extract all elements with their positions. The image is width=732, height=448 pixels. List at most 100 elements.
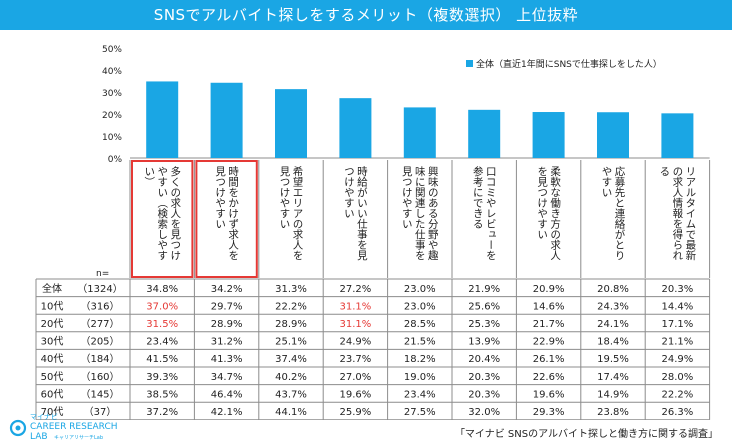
highlight-box — [195, 160, 258, 278]
category-label-line: る — [658, 166, 670, 177]
category-label-line: つけやすい — [343, 166, 355, 219]
table-cell: 23.4% — [404, 389, 436, 400]
table-row-label: 20代 — [41, 318, 64, 330]
table-cell: 37.0% — [146, 301, 178, 312]
table-row-label: 70代 — [41, 406, 64, 418]
table-cell: 27.0% — [340, 372, 372, 383]
legend-swatch — [466, 60, 473, 67]
table-cell: 28.0% — [662, 372, 694, 383]
bar — [210, 82, 243, 158]
table-cell: 18.4% — [597, 337, 629, 348]
table-cell: 21.1% — [662, 337, 694, 348]
table-cell: 23.7% — [340, 354, 372, 365]
table-cell: 17.4% — [597, 372, 629, 383]
table-cell: 31.1% — [340, 319, 372, 330]
table-cell: 22.9% — [533, 337, 565, 348]
category-label-line: 時間をかけず求人を — [227, 166, 239, 261]
category-label-line: やすい — [601, 166, 613, 198]
table-cell: 17.1% — [662, 319, 694, 330]
table-cell: 29.3% — [533, 407, 565, 418]
bar — [597, 112, 629, 158]
bar — [468, 109, 501, 158]
table-row-n: （316） — [80, 300, 119, 312]
table-row-label: 全体 — [42, 282, 62, 295]
table-cell: 41.5% — [146, 354, 178, 365]
table-cell: 20.3% — [468, 389, 500, 400]
table-cell: 20.3% — [468, 372, 500, 383]
table-cell: 38.5% — [146, 389, 178, 400]
category-label-line: 見つけやすい — [279, 166, 291, 229]
table-cell: 31.2% — [211, 337, 243, 348]
table-cell: 20.9% — [533, 284, 565, 295]
table-cell: 24.9% — [662, 354, 694, 365]
chart-title: SNSでアルバイト探しをするメリット（複数選択） 上位抜粋 — [0, 0, 732, 30]
bar — [275, 89, 307, 158]
logo-small: マイナビ — [30, 412, 58, 421]
table-cell: 23.8% — [597, 407, 629, 418]
y-tick-label: 40% — [102, 67, 122, 77]
table-cell: 25.6% — [468, 301, 500, 312]
table-cell: 22.2% — [662, 389, 694, 400]
table-row-n: （145） — [80, 388, 119, 400]
legend-label: 全体（直近1年間にSNSで仕事探しをした人） — [476, 58, 662, 70]
table-cell: 23.0% — [404, 301, 436, 312]
table-cell: 28.9% — [275, 319, 307, 330]
y-tick-label: 30% — [102, 89, 122, 99]
table-cell: 24.3% — [597, 301, 629, 312]
table-cell: 25.1% — [275, 337, 307, 348]
table-cell: 27.2% — [340, 284, 372, 295]
category-label-line: 応募先と連絡がとり — [614, 165, 626, 260]
category-label-line: 興味のある分野や趣 — [427, 166, 439, 261]
table-row-n: （277） — [80, 318, 119, 330]
table-cell: 19.5% — [597, 354, 629, 365]
table-cell: 27.5% — [404, 407, 436, 418]
category-label-line: の求人情報を得られ — [671, 166, 683, 261]
category-label-line: 希望エリアの求人を — [292, 165, 304, 260]
table-cell: 43.7% — [275, 389, 307, 400]
table-row-label: 40代 — [41, 353, 64, 365]
table-cell: 14.4% — [662, 301, 694, 312]
category-label-line: 見つけやすい — [401, 166, 413, 229]
logo-mark-icon — [9, 419, 27, 437]
table-cell: 21.7% — [533, 319, 565, 330]
table-cell: 31.5% — [146, 319, 178, 330]
y-tick-label: 50% — [102, 45, 122, 55]
logo-line1: CAREER RESEARCH — [30, 422, 118, 432]
table-cell: 39.3% — [146, 372, 178, 383]
category-label-line: リアルタイムで最新 — [684, 166, 696, 261]
table-cell: 31.1% — [340, 301, 372, 312]
y-tick-label: 10% — [102, 133, 122, 143]
table-cell: 21.9% — [468, 284, 500, 295]
table-cell: 18.2% — [404, 354, 436, 365]
chart: 0% 10% 20% 30% 40% 50% 全体（直近1年間にSNSで仕事探しをした人） 多… — [35, 45, 711, 420]
bar — [403, 107, 436, 158]
table-cell: 19.6% — [533, 389, 565, 400]
career-research-lab-logo: マイナビ CAREER RESEARCH LAB キャリアリサーチLab — [9, 412, 118, 442]
table-row-n: （37） — [84, 406, 117, 418]
bar — [661, 113, 694, 158]
bar — [146, 81, 179, 158]
table-cell: 24.9% — [340, 337, 372, 348]
table-row-n: （160） — [80, 371, 119, 383]
category-label-line: 口コミやレビューを — [485, 166, 497, 261]
table-cell: 23.0% — [404, 284, 436, 295]
table-cell: 32.0% — [468, 407, 500, 418]
table-cell: 28.5% — [404, 319, 436, 330]
table-row-n: （184） — [80, 353, 119, 365]
table-cell: 24.1% — [597, 319, 629, 330]
table-cell: 14.9% — [597, 389, 629, 400]
table-cell: 34.8% — [146, 284, 178, 295]
table-cell: 25.3% — [468, 319, 500, 330]
highlight-box — [131, 160, 194, 278]
table-cell: 28.9% — [211, 319, 243, 330]
category-label-line: 多くの求人を見つけ — [169, 165, 181, 260]
category-label-line: 味に関連した仕事を — [414, 166, 426, 261]
table-row-n: （1324） — [77, 283, 122, 295]
